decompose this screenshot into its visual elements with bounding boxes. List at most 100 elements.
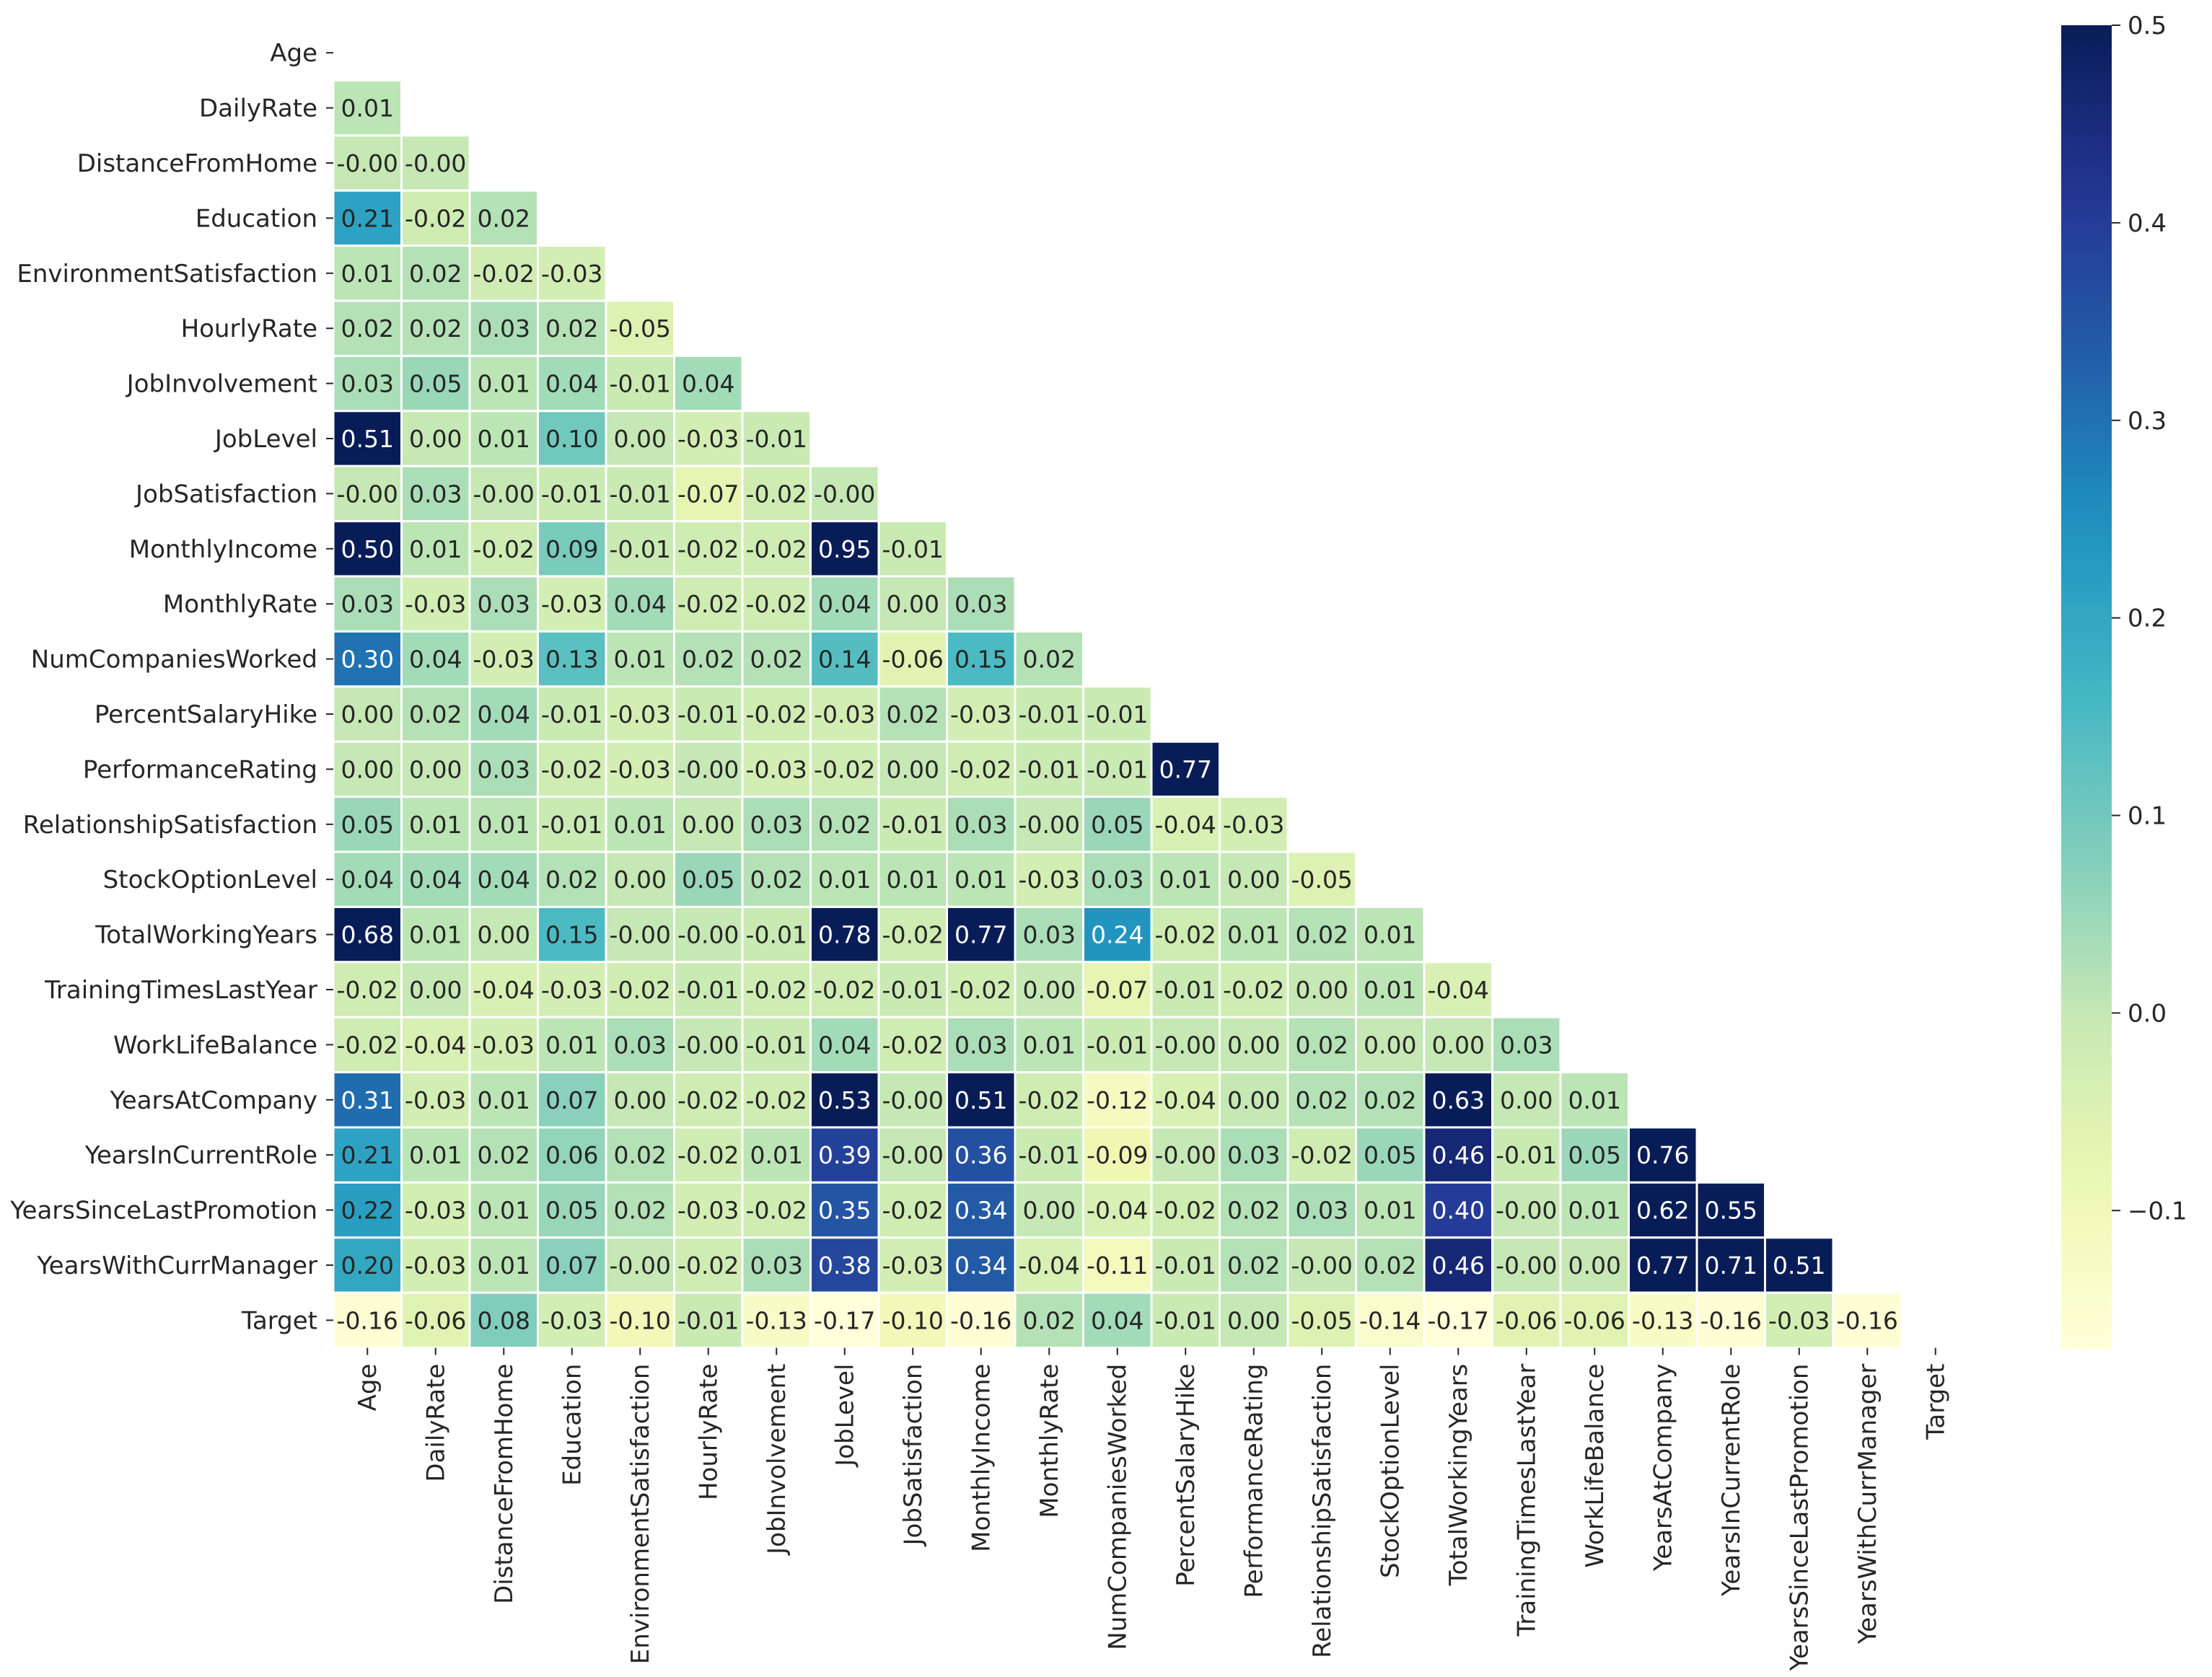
heatmap-cell xyxy=(877,1181,948,1239)
heatmap-cells xyxy=(332,79,1902,1350)
heatmap-cell xyxy=(332,630,403,688)
cell-value: -0.01 xyxy=(1155,1251,1216,1280)
heatmap-cell xyxy=(946,740,1017,798)
cell-value: 0.50 xyxy=(341,535,394,563)
heatmap-cell xyxy=(1695,1236,1766,1294)
heatmap-cell xyxy=(809,575,880,633)
heatmap-cell xyxy=(400,1181,471,1239)
x-tick-label: TotalWorkingYears xyxy=(1444,1364,1473,1587)
heatmap-cell xyxy=(809,1016,880,1074)
cell-value: 0.02 xyxy=(478,1141,530,1169)
heatmap-cell xyxy=(400,1071,471,1129)
cell-value: 0.71 xyxy=(1705,1251,1757,1280)
x-tick-label: YearsAtCompany xyxy=(1649,1364,1678,1572)
x-tick-label: NumCompaniesWorked xyxy=(1104,1364,1133,1650)
heatmap-cell xyxy=(673,354,744,413)
cell-value: -0.03 xyxy=(541,590,602,618)
cell-value: 0.00 xyxy=(1364,1031,1416,1059)
cell-value: -0.02 xyxy=(882,1197,944,1225)
cell-value: 0.02 xyxy=(1364,1251,1416,1280)
cell-value: 0.68 xyxy=(341,921,394,949)
heatmap-cell xyxy=(1286,1236,1357,1294)
cell-value: -0.02 xyxy=(746,535,807,563)
heatmap-cell xyxy=(741,1291,812,1350)
cell-value: 0.40 xyxy=(1432,1197,1485,1225)
cell-value: 0.76 xyxy=(1636,1141,1689,1169)
cell-value: -0.02 xyxy=(746,700,807,729)
cell-value: -0.01 xyxy=(677,976,739,1004)
cell-value: -0.01 xyxy=(746,1031,807,1059)
cell-value: 0.14 xyxy=(818,646,871,674)
cell-value: 0.00 xyxy=(1227,866,1280,894)
heatmap-cell xyxy=(1150,796,1221,853)
cell-value: 0.00 xyxy=(409,425,462,453)
cell-value: -0.00 xyxy=(1496,1251,1557,1280)
x-tick-label: PercentSalaryHike xyxy=(1172,1364,1201,1587)
cell-value: -0.02 xyxy=(610,976,671,1004)
x-tick-label: DailyRate xyxy=(422,1364,451,1482)
cell-value: -0.01 xyxy=(746,425,807,453)
cell-value: 0.01 xyxy=(614,646,667,674)
cell-value: -0.02 xyxy=(473,535,535,563)
cell-value: 0.77 xyxy=(1159,755,1212,783)
heatmap-cell xyxy=(332,685,403,743)
cell-value: -0.02 xyxy=(746,976,807,1004)
cell-value: -0.02 xyxy=(337,1031,398,1059)
heatmap-cell xyxy=(946,850,1017,908)
heatmap-cell xyxy=(809,796,880,853)
heatmap-cell xyxy=(1150,740,1221,798)
heatmap-cell xyxy=(1423,1071,1493,1129)
cell-value: -0.02 xyxy=(677,1251,739,1280)
heatmap-cell xyxy=(741,796,812,853)
colorbar-tick-label: 0.2 xyxy=(2128,604,2167,633)
cell-value: 0.51 xyxy=(1773,1251,1825,1280)
cell-value: -0.16 xyxy=(337,1306,398,1334)
x-tick-label: YearsInCurrentRole xyxy=(1717,1364,1746,1597)
cell-value: -0.01 xyxy=(1087,755,1148,783)
cell-value: 0.00 xyxy=(1296,976,1348,1004)
cell-value: -0.03 xyxy=(473,1031,535,1059)
cell-value: -0.05 xyxy=(610,314,671,343)
heatmap-cell xyxy=(809,1291,880,1350)
cell-value: 0.04 xyxy=(818,1031,871,1059)
cell-value: 0.02 xyxy=(1023,646,1076,674)
heatmap-cell xyxy=(877,520,948,578)
cell-value: -0.00 xyxy=(814,480,875,508)
heatmap-cell xyxy=(673,796,744,853)
cell-value: 0.00 xyxy=(1227,1306,1280,1334)
cell-value: 0.15 xyxy=(545,921,598,949)
heatmap-cell xyxy=(1014,796,1084,853)
cell-value: 0.04 xyxy=(818,590,871,618)
cell-value: -0.14 xyxy=(1359,1306,1421,1334)
x-tick-label: Education xyxy=(558,1364,587,1486)
cell-annotations: 0.01-0.00 -0.000.21 -0.02 0.020.01 0.02 -0.02… xyxy=(337,94,1898,1335)
colorbar-tick-label: 0.3 xyxy=(2128,407,2167,436)
y-axis-tick-labels: Age DailyRate DistanceFromHome Education Env… xyxy=(9,39,333,1335)
cell-value: 0.10 xyxy=(545,425,598,453)
cell-value: 0.53 xyxy=(818,1086,871,1114)
cell-value: 0.01 xyxy=(409,1141,462,1169)
cell-value: 0.00 xyxy=(887,590,939,618)
cell-value: 0.00 xyxy=(1023,976,1076,1004)
cell-value: 0.35 xyxy=(818,1197,871,1225)
cell-value: 0.20 xyxy=(341,1251,394,1280)
cell-value: -0.13 xyxy=(746,1306,807,1334)
cell-value: -0.06 xyxy=(405,1306,466,1334)
heatmap-cell xyxy=(1014,1071,1084,1129)
cell-value: 0.00 xyxy=(409,976,462,1004)
cell-value: -0.03 xyxy=(541,1306,602,1334)
heatmap-cell xyxy=(1150,1291,1221,1350)
heatmap-cell xyxy=(877,740,948,798)
cell-value: 0.00 xyxy=(614,866,667,894)
heatmap-cell xyxy=(1423,1181,1493,1239)
cell-value: -0.02 xyxy=(677,1141,739,1169)
heatmap-cell xyxy=(1014,850,1084,908)
heatmap-cell xyxy=(537,299,607,357)
cell-value: -0.02 xyxy=(1019,1086,1080,1114)
heatmap-cell xyxy=(1082,961,1153,1018)
heatmap-cell xyxy=(809,685,880,743)
heatmap-cell xyxy=(1082,1126,1153,1184)
cell-value: 0.34 xyxy=(954,1197,1007,1225)
cell-value: -0.00 xyxy=(1155,1031,1216,1059)
